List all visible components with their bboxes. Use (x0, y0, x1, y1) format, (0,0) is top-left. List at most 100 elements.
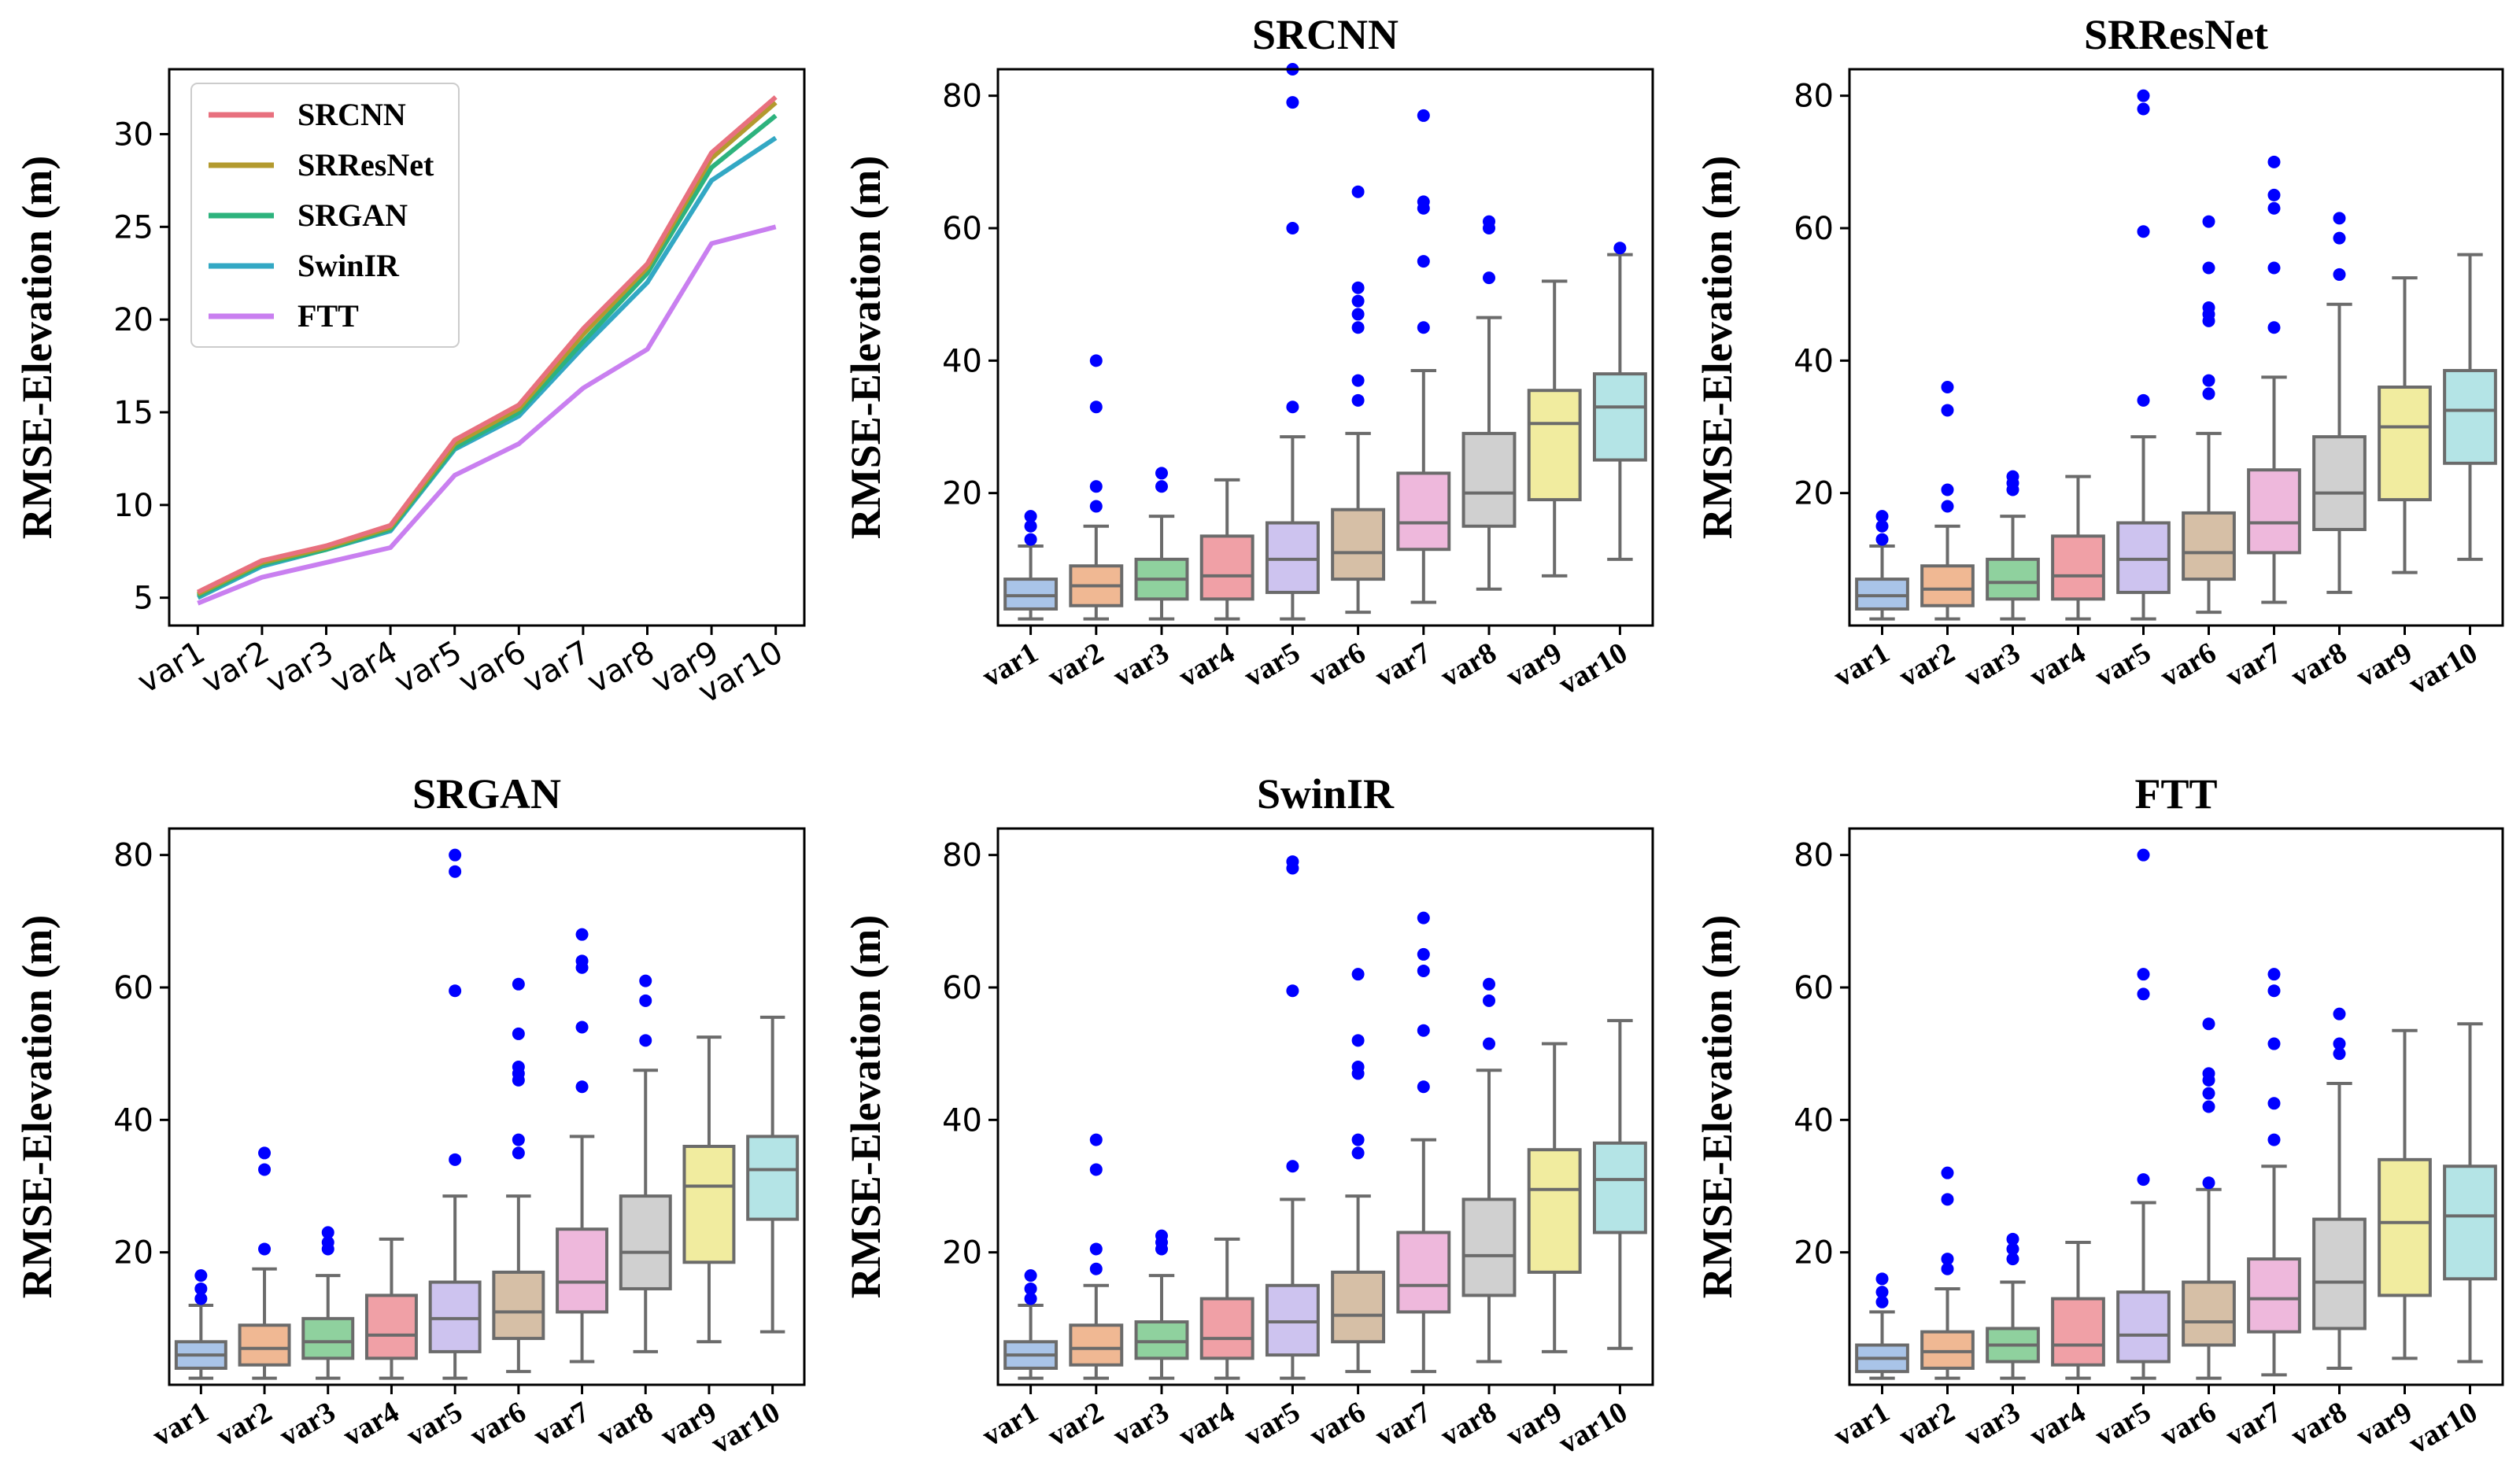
box-body (1461, 431, 1517, 528)
outlier-point (2267, 155, 2281, 168)
outlier-point (1089, 1262, 1103, 1275)
x-tick-label: var10 (1553, 636, 1632, 701)
box-var3 (1134, 1229, 1189, 1380)
outlier-point (2137, 393, 2150, 407)
x-tick-label: var5 (401, 1395, 468, 1452)
outlier-point (1417, 964, 1430, 977)
box-body (2378, 1157, 2432, 1297)
outlier-point (1483, 271, 1495, 285)
box-body (682, 1145, 736, 1264)
x-tick-label: var10 (706, 1395, 785, 1460)
y-tick-label: 80 (942, 838, 982, 874)
x-tick-label: var3 (1959, 636, 2026, 693)
outlier-point (1089, 480, 1103, 493)
box-var6 (1331, 185, 1386, 615)
outlier-point (2202, 387, 2215, 400)
x-tick-label: var1 (977, 1395, 1044, 1452)
box-var8 (619, 974, 672, 1353)
box-var5 (1265, 63, 1320, 621)
outlier-point (1941, 1166, 1954, 1179)
outlier-point (2202, 1100, 2215, 1113)
box-var3 (1134, 467, 1189, 621)
outlier-point (1286, 400, 1299, 414)
box-var6 (492, 977, 545, 1374)
box-body (1855, 578, 1909, 611)
box-body (1527, 389, 1582, 502)
panel-title: SwinIR (1257, 770, 1395, 818)
outlier-point (258, 1242, 272, 1256)
x-tick-label: var4 (338, 1395, 405, 1452)
y-tick-label: 15 (113, 395, 153, 431)
y-axis-label: RMSE-Elevation (m) (842, 156, 889, 539)
outlier-point (1941, 1253, 1954, 1266)
outlier-point (1941, 1262, 1954, 1275)
outlier-point (2202, 1067, 2215, 1080)
box-body (2247, 468, 2301, 555)
box-body (2182, 511, 2236, 581)
legend: SRCNN SRResNet SRGAN SwinIR FTT (190, 83, 460, 348)
box-var2 (1920, 1166, 1975, 1380)
outlier-point (1875, 1272, 1889, 1286)
outlier-point (1941, 500, 1954, 513)
x-tick-label: var5 (1239, 1395, 1306, 1452)
x-tick-label: var3 (274, 1395, 341, 1452)
outlier-point (1286, 984, 1299, 998)
outlier-point (1351, 393, 1365, 407)
axes-frame (996, 827, 1654, 1386)
outlier-point (1351, 968, 1365, 981)
outlier-point (1024, 1269, 1037, 1283)
x-tick-label: var1 (147, 1395, 214, 1452)
box-var1 (1003, 1269, 1059, 1380)
box-body (1134, 1320, 1189, 1360)
outlier-point (639, 994, 652, 1007)
y-tick-label: 20 (113, 1235, 153, 1271)
outlier-point (1417, 321, 1430, 334)
outlier-point (449, 1153, 462, 1166)
outlier-point (2006, 470, 2019, 483)
y-axis-label: RMSE-Elevation (m) (1694, 156, 1741, 539)
outlier-point (2137, 89, 2150, 102)
outlier-point (1089, 1133, 1103, 1146)
outlier-point (449, 984, 462, 998)
outlier-point (1417, 1024, 1430, 1037)
box-var7 (1396, 911, 1451, 1374)
outlier-point (321, 1226, 334, 1239)
box-body (2378, 386, 2432, 502)
outlier-point (2267, 984, 2281, 998)
box-var3 (301, 1226, 355, 1380)
box-var8 (2312, 212, 2367, 594)
y-tick-label: 20 (1794, 476, 1834, 512)
y-tick-label: 10 (113, 488, 153, 524)
axes-frame (1848, 68, 2504, 627)
outlier-point (1941, 483, 1954, 496)
box-var8 (1461, 215, 1517, 591)
outlier-point (1483, 977, 1495, 991)
x-tick-label: var3 (1108, 1395, 1175, 1452)
x-tick-label: var2 (1894, 636, 1960, 693)
x-tick-label: var6 (2155, 1395, 2222, 1452)
outlier-point (1351, 308, 1365, 321)
outlier-point (1875, 510, 1889, 523)
y-tick-label: 80 (1794, 79, 1834, 115)
x-tick-label: var2 (1042, 1395, 1109, 1452)
box-var7 (1396, 109, 1451, 604)
box-var5 (428, 848, 482, 1380)
outlier-point (1417, 255, 1430, 268)
box-var4 (1199, 1237, 1254, 1380)
x-tick-label: var4 (1173, 636, 1240, 693)
box-body (746, 1135, 800, 1221)
box-var10 (2443, 253, 2497, 561)
box-var2 (238, 1146, 291, 1380)
panel-1: RMSE-Elevation (m)51015202530var1var2var… (13, 68, 806, 710)
outlier-point (1155, 1229, 1168, 1242)
outlier-point (1875, 533, 1889, 546)
outlier-point (575, 954, 589, 968)
box-body (1396, 471, 1451, 552)
outlier-point (1024, 1282, 1037, 1295)
outlier-point (1417, 109, 1430, 122)
y-tick-label: 60 (942, 970, 982, 1006)
